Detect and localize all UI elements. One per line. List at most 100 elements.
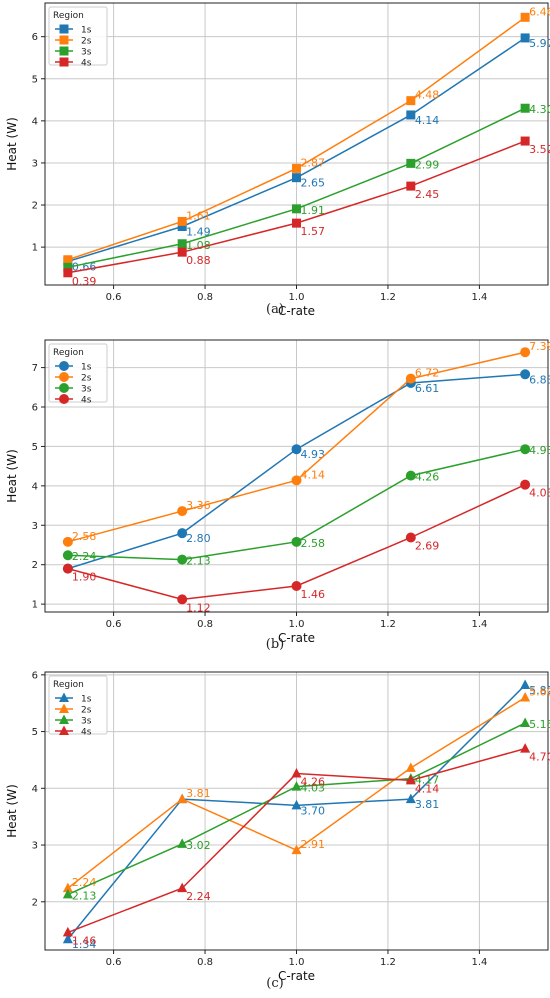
x-tick-label: 1.0 bbox=[289, 292, 305, 303]
data-point-4s bbox=[405, 532, 416, 543]
data-label-3s: 2.99 bbox=[415, 158, 440, 171]
data-point-4s bbox=[177, 247, 187, 257]
data-label-4s: 4.70 bbox=[529, 751, 550, 764]
x-axis-label: C-rate bbox=[278, 304, 315, 318]
data-label-4s: 1.90 bbox=[72, 571, 97, 584]
legend-label-4s: 4s bbox=[81, 728, 92, 738]
panel-caption-b: (b) bbox=[265, 637, 285, 652]
data-label-4s: 2.24 bbox=[186, 890, 211, 903]
data-point-2s bbox=[405, 762, 416, 772]
legend-marker-1s bbox=[59, 692, 69, 702]
data-point-1s bbox=[520, 33, 530, 43]
data-label-3s: 4.93 bbox=[529, 444, 550, 457]
y-tick-label: 3 bbox=[32, 521, 38, 532]
data-point-2s bbox=[63, 255, 73, 265]
y-tick-label: 2 bbox=[32, 560, 38, 571]
x-tick-label: 1.4 bbox=[471, 292, 487, 303]
data-point-2s bbox=[520, 692, 531, 702]
data-label-4s: 2.45 bbox=[415, 188, 440, 201]
chart-panel-2: 0.6 0.8 1.0 1.2 1.4 2 3 4 5 6 C-rate Heat (W) 1.34 3.… bbox=[5, 670, 550, 983]
data-point-3s bbox=[62, 888, 73, 899]
x-tick-label: 1.2 bbox=[380, 957, 396, 968]
data-point-4s bbox=[62, 926, 73, 937]
y-tick-label: 4 bbox=[32, 784, 38, 795]
y-tick-label: 4 bbox=[32, 116, 38, 127]
legend-marker-4s bbox=[59, 57, 69, 67]
x-tick-label: 0.8 bbox=[197, 619, 213, 630]
legend-label-1s: 1s bbox=[81, 695, 92, 705]
panel-caption-c: (c) bbox=[266, 976, 284, 991]
data-point-4s bbox=[520, 743, 531, 753]
data-point-3s bbox=[291, 536, 302, 547]
legend-marker-2s bbox=[59, 372, 69, 382]
data-label-1s: 1.34 bbox=[72, 938, 97, 951]
legend-marker-4s bbox=[59, 394, 69, 404]
data-point-1s bbox=[177, 528, 188, 539]
data-label-4s: 4.14 bbox=[415, 782, 440, 795]
y-tick-label: 6 bbox=[32, 403, 38, 414]
legend-marker-3s bbox=[59, 714, 69, 724]
data-point-2s bbox=[291, 844, 302, 855]
data-label-2s: 4.48 bbox=[415, 89, 440, 102]
data-point-4s bbox=[63, 268, 73, 278]
data-label-1s: 1.49 bbox=[186, 225, 211, 238]
legend-marker-1s bbox=[59, 361, 69, 371]
legend-label-1s: 1s bbox=[81, 363, 92, 373]
data-label-2s: 5.60 bbox=[529, 686, 550, 699]
data-label-2s: 3.36 bbox=[186, 499, 211, 512]
data-point-3s bbox=[177, 838, 188, 848]
data-label-3s: 4.03 bbox=[301, 782, 326, 795]
data-label-2s: 7.39 bbox=[529, 340, 550, 353]
y-tick-label: 2 bbox=[32, 201, 38, 212]
data-point-2s bbox=[177, 506, 188, 517]
data-label-2s: 2.58 bbox=[72, 530, 97, 543]
data-label-3s: 2.13 bbox=[72, 889, 97, 902]
data-point-4s bbox=[177, 594, 188, 605]
y-axis-label: Heat (W) bbox=[5, 117, 19, 171]
legend-label-2s: 2s bbox=[81, 37, 92, 47]
legend-label-4s: 4s bbox=[81, 59, 92, 69]
x-tick-label: 0.6 bbox=[106, 957, 122, 968]
data-point-3s bbox=[177, 239, 187, 249]
data-point-2s bbox=[62, 882, 73, 893]
data-label-1s: 2.80 bbox=[186, 532, 211, 545]
legend-title: Region bbox=[53, 348, 84, 358]
x-tick-label: 1.4 bbox=[471, 957, 487, 968]
data-point-1s bbox=[291, 444, 302, 455]
legend-label-2s: 2s bbox=[81, 374, 92, 384]
data-label-4s: 0.39 bbox=[72, 275, 97, 288]
legend-label-1s: 1s bbox=[81, 26, 92, 36]
data-label-1s: 2.65 bbox=[301, 177, 326, 190]
data-point-3s bbox=[520, 103, 530, 113]
data-label-2s: 2.91 bbox=[301, 838, 326, 851]
data-point-2s bbox=[520, 12, 530, 22]
y-axis-label: Heat (W) bbox=[5, 449, 19, 503]
x-tick-label: 1.2 bbox=[380, 619, 396, 630]
x-tick-label: 0.8 bbox=[197, 292, 213, 303]
data-label-4s: 4.03 bbox=[529, 487, 550, 500]
legend-label-3s: 3s bbox=[81, 48, 92, 58]
data-label-3s: 4.26 bbox=[415, 471, 440, 484]
legend-marker-2s bbox=[59, 35, 69, 45]
x-axis-label: C-rate bbox=[278, 631, 315, 645]
data-point-2s bbox=[405, 373, 416, 384]
y-tick-label: 1 bbox=[32, 243, 38, 254]
data-point-2s bbox=[291, 475, 302, 486]
data-point-2s bbox=[406, 96, 416, 106]
data-label-3s: 1.91 bbox=[301, 204, 326, 217]
legend-marker-1s bbox=[59, 24, 69, 34]
data-point-1s bbox=[62, 933, 73, 944]
x-tick-label: 1.2 bbox=[380, 292, 396, 303]
y-tick-label: 7 bbox=[32, 363, 38, 374]
data-label-1s: 5.97 bbox=[529, 37, 550, 50]
data-point-4s bbox=[520, 136, 530, 146]
data-point-3s bbox=[405, 470, 416, 481]
data-label-2s: 2.24 bbox=[72, 876, 97, 889]
data-point-3s bbox=[520, 717, 531, 728]
data-label-4s: 3.52 bbox=[529, 143, 550, 156]
data-label-1s: 0.66 bbox=[72, 260, 97, 273]
y-tick-label: 4 bbox=[32, 481, 38, 492]
panel-caption-a: (a) bbox=[266, 302, 284, 317]
data-point-3s bbox=[62, 550, 73, 561]
